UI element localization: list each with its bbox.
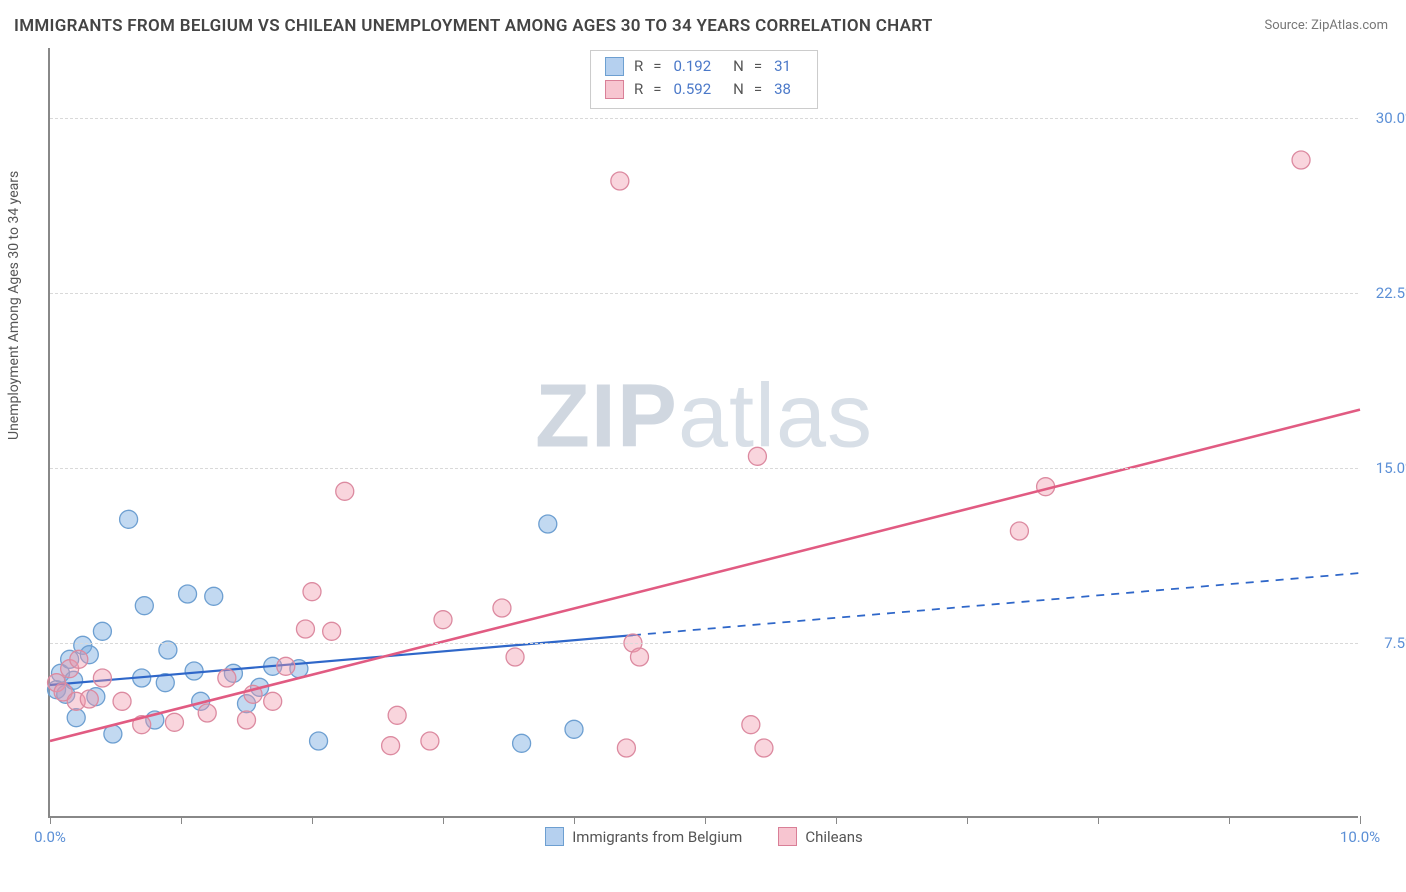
plot-area: ZIPatlas R=0.192N=31R=0.592N=38 Immigran… — [48, 48, 1358, 818]
x-legend-label: Chileans — [805, 828, 862, 846]
chart-title: IMMIGRANTS FROM BELGIUM VS CHILEAN UNEMP… — [14, 16, 933, 36]
scatter-point — [80, 690, 98, 708]
x-tick — [1098, 816, 1099, 824]
scatter-point — [120, 510, 138, 528]
x-tick — [967, 816, 968, 824]
y-tick-label: 22.5% — [1376, 284, 1406, 302]
scatter-point — [93, 622, 111, 640]
x-tick — [312, 816, 313, 824]
scatter-point — [388, 706, 406, 724]
scatter-point — [67, 709, 85, 727]
scatter-point — [205, 587, 223, 605]
x-legend-item: Immigrants from Belgium — [545, 827, 742, 846]
scatter-point — [310, 732, 328, 750]
x-axis-legend: Immigrants from Belgium Chileans — [50, 827, 1358, 850]
legend-swatch — [778, 827, 797, 846]
gridline — [50, 468, 1358, 469]
scatter-point — [323, 622, 341, 640]
scatter-point — [296, 620, 314, 638]
gridline — [50, 118, 1358, 119]
trend-line — [50, 410, 1360, 741]
x-tick — [1229, 816, 1230, 824]
scatter-point — [277, 657, 295, 675]
x-tick — [181, 816, 182, 824]
scatter-point — [1010, 522, 1028, 540]
x-legend-item: Chileans — [778, 827, 862, 846]
x-tick — [50, 816, 51, 824]
x-legend-label: Immigrants from Belgium — [572, 828, 742, 846]
scatter-point — [264, 692, 282, 710]
scatter-point — [513, 734, 531, 752]
chart-source: Source: ZipAtlas.com — [1264, 18, 1388, 33]
scatter-point — [336, 482, 354, 500]
scatter-point — [165, 713, 183, 731]
scatter-point — [93, 669, 111, 687]
y-axis-label: Unemployment Among Ages 30 to 34 years — [6, 171, 22, 440]
scatter-point — [198, 704, 216, 722]
scatter-point — [434, 611, 452, 629]
x-tick — [574, 816, 575, 824]
x-tick — [836, 816, 837, 824]
scatter-point — [565, 720, 583, 738]
scatter-point — [631, 648, 649, 666]
scatter-point — [421, 732, 439, 750]
scatter-point — [382, 737, 400, 755]
scatter-point — [238, 711, 256, 729]
scatter-point — [506, 648, 524, 666]
x-tick — [443, 816, 444, 824]
x-tick-label: 0.0% — [34, 828, 66, 846]
x-tick — [1360, 816, 1361, 824]
scatter-point — [1292, 151, 1310, 169]
scatter-point — [755, 739, 773, 757]
scatter-point — [742, 716, 760, 734]
scatter-point — [617, 739, 635, 757]
chart-svg — [50, 48, 1358, 816]
gridline — [50, 293, 1358, 294]
scatter-point — [70, 650, 88, 668]
trend-line-dashed — [633, 573, 1360, 635]
y-tick-label: 7.5% — [1384, 634, 1406, 652]
scatter-point — [218, 669, 236, 687]
x-tick-label: 10.0% — [1340, 828, 1380, 846]
scatter-point — [113, 692, 131, 710]
scatter-point — [185, 662, 203, 680]
scatter-point — [179, 585, 197, 603]
gridline — [50, 643, 1358, 644]
y-tick-label: 15.0% — [1376, 459, 1406, 477]
x-tick — [705, 816, 706, 824]
scatter-point — [611, 172, 629, 190]
scatter-point — [303, 583, 321, 601]
scatter-point — [493, 599, 511, 617]
scatter-point — [539, 515, 557, 533]
scatter-point — [748, 447, 766, 465]
scatter-point — [135, 597, 153, 615]
y-tick-label: 30.0% — [1376, 109, 1406, 127]
legend-swatch — [545, 827, 564, 846]
